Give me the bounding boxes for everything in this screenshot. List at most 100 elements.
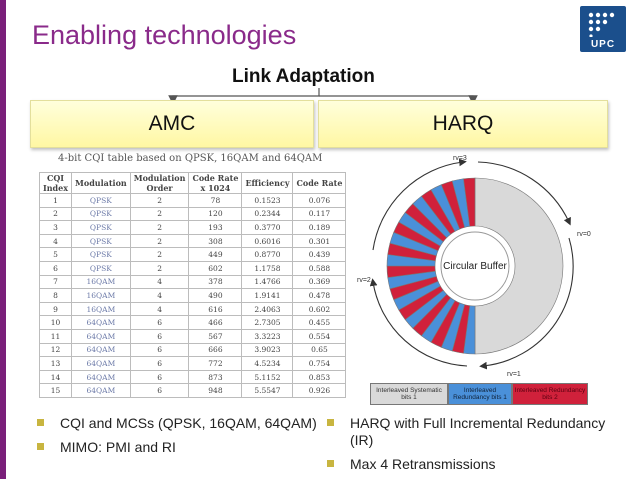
- table-cell: 2: [129, 247, 190, 262]
- table-cell: 0.3770: [241, 220, 294, 235]
- table-cell: 6: [129, 369, 190, 385]
- table-cell: QPSK: [71, 233, 131, 249]
- cqi-table: CQI Index Modulation Modulation Order Code…: [38, 172, 347, 398]
- table-cell: 14: [38, 369, 73, 385]
- table-cell: 78: [188, 193, 243, 208]
- harq-box: HARQ: [318, 100, 608, 148]
- rv2-label: rv=2: [357, 277, 371, 284]
- circular-buffer-label: Circular Buffer: [443, 261, 507, 272]
- table-cell: 308: [188, 233, 243, 249]
- table-cell: 64QAM: [71, 369, 131, 385]
- table-cell: 0.65: [292, 342, 347, 358]
- table-cell: 6: [129, 328, 190, 344]
- harq-circular-buffer-diagram: Circular Buffer rv=3 rv=0 rv=1 rv=2: [357, 155, 591, 378]
- table-cell: 10: [38, 315, 73, 330]
- table-cell: QPSK: [71, 193, 131, 208]
- harq-bullet-list: HARQ with Full Incremental Redundancy (I…: [320, 415, 620, 480]
- list-item: MIMO: PMI and RI: [30, 439, 320, 456]
- table-cell: QPSK: [71, 260, 131, 276]
- table-cell: 2: [129, 233, 190, 249]
- table-cell: 449: [188, 247, 243, 262]
- table-cell: 0.602: [292, 301, 347, 317]
- table-cell: 0.8770: [241, 247, 294, 262]
- table-cell: 12: [38, 342, 73, 358]
- table-cell: QPSK: [71, 206, 131, 222]
- table-cell: 64QAM: [71, 356, 131, 371]
- table-cell: 5.5547: [241, 383, 294, 398]
- table-cell: 1.1758: [241, 260, 294, 276]
- table-cell: 2: [129, 220, 190, 235]
- harq-legend: Interleaved Systematic bits 1 Interleave…: [370, 383, 588, 405]
- table-row: 15 64QAM 6 948 5.5547 0.926: [38, 383, 347, 398]
- col-code-rate: Code Rate: [292, 172, 347, 194]
- col-modulation: Modulation: [71, 172, 131, 194]
- table-cell: 120: [188, 206, 243, 222]
- table-row: 6 QPSK 2 602 1.1758 0.588: [38, 260, 347, 276]
- cqi-table-caption: 4-bit CQI table based on QPSK, 16QAM and…: [58, 153, 323, 164]
- table-cell: 193: [188, 220, 243, 235]
- bullet-square-icon: [37, 443, 44, 450]
- bullet-square-icon: [327, 460, 334, 467]
- table-cell: 5.1152: [241, 369, 294, 385]
- table-cell: 6: [129, 356, 190, 371]
- table-row: 5 QPSK 2 449 0.8770 0.439: [38, 247, 347, 262]
- table-cell: 3.3223: [241, 328, 294, 344]
- table-cell: 6: [38, 260, 73, 276]
- table-cell: 64QAM: [71, 342, 131, 358]
- table-cell: 4: [129, 274, 190, 290]
- logo-dots-icon: [588, 12, 615, 37]
- table-cell: 873: [188, 369, 243, 385]
- rv1-label: rv=1: [507, 371, 521, 378]
- table-cell: QPSK: [71, 220, 131, 235]
- table-cell: 948: [188, 383, 243, 398]
- table-row: 10 64QAM 6 466 2.7305 0.455: [38, 315, 347, 330]
- table-row: 7 16QAM 4 378 1.4766 0.369: [38, 274, 347, 290]
- table-row: 11 64QAM 6 567 3.3223 0.554: [38, 328, 347, 344]
- table-cell: 0.853: [292, 369, 347, 385]
- table-cell: 6: [129, 315, 190, 330]
- link-adaptation-label: Link Adaptation: [232, 66, 375, 87]
- table-cell: 666: [188, 342, 243, 358]
- table-cell: 2: [38, 206, 73, 222]
- table-row: 1 QPSK 2 78 0.1523 0.076: [38, 193, 347, 208]
- table-cell: 0.6016: [241, 233, 294, 249]
- table-cell: 2.7305: [241, 315, 294, 330]
- table-row: 9 16QAM 4 616 2.4063 0.602: [38, 301, 347, 317]
- accent-bar: [0, 0, 6, 479]
- table-row: 8 16QAM 4 490 1.9141 0.478: [38, 288, 347, 303]
- table-cell: 0.926: [292, 383, 347, 398]
- bullet-square-icon: [37, 419, 44, 426]
- table-cell: 16QAM: [71, 301, 131, 317]
- table-cell: 0.478: [292, 288, 347, 303]
- table-cell: 16QAM: [71, 274, 131, 290]
- table-cell: 0.554: [292, 328, 347, 344]
- slide-title: Enabling technologies: [32, 20, 297, 50]
- table-cell: 1: [38, 193, 73, 208]
- buffer-center: [440, 231, 510, 301]
- list-item: Max 4 Retransmissions: [320, 456, 620, 473]
- table-cell: 6: [129, 383, 190, 398]
- table-cell: 466: [188, 315, 243, 330]
- table-cell: 490: [188, 288, 243, 303]
- upc-logo: UPC: [580, 6, 626, 52]
- list-item: HARQ with Full Incremental Redundancy (I…: [320, 415, 620, 449]
- table-cell: 64QAM: [71, 328, 131, 344]
- amc-box: AMC: [30, 100, 314, 148]
- table-cell: 0.2344: [241, 206, 294, 222]
- table-cell: 6: [129, 342, 190, 358]
- table-cell: 15: [38, 383, 73, 398]
- table-cell: 64QAM: [71, 383, 131, 398]
- rv0-label: rv=0: [577, 231, 591, 238]
- table-row: 4 QPSK 2 308 0.6016 0.301: [38, 233, 347, 249]
- table-cell: 9: [38, 301, 73, 317]
- link-adaptation-arrows: [168, 88, 478, 105]
- table-cell: 4: [129, 288, 190, 303]
- table-cell: 64QAM: [71, 315, 131, 330]
- list-item: CQI and MCSs (QPSK, 16QAM, 64QAM): [30, 415, 320, 432]
- table-cell: 0.076: [292, 193, 347, 208]
- table-cell: 2: [129, 206, 190, 222]
- legend-systematic: Interleaved Systematic bits 1: [370, 383, 448, 405]
- table-cell: 0.117: [292, 206, 347, 222]
- table-cell: 0.369: [292, 274, 347, 290]
- table-row: 3 QPSK 2 193 0.3770 0.189: [38, 220, 347, 235]
